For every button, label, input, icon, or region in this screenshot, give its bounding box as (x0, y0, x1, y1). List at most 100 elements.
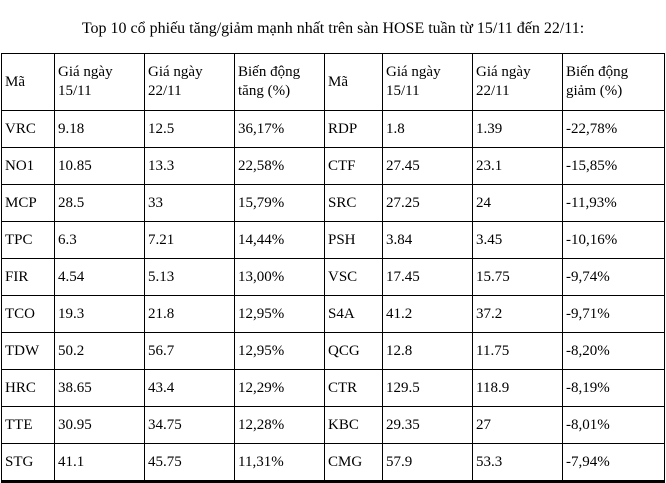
gainer-change-cell: 14,44% (234, 221, 325, 259)
loser-change-cell: -7,94% (562, 443, 665, 482)
loser-price15-cell: 27.25 (382, 184, 473, 222)
loser-price22-cell: 53.3 (472, 443, 563, 482)
loser-code-cell: RDP (324, 110, 383, 148)
loser-price22-cell: 27 (472, 406, 563, 444)
loser-change-cell: -9,74% (562, 258, 665, 296)
header-gainer-change: Biến động tăng (%) (234, 53, 325, 111)
loser-change-cell: -15,85% (562, 147, 665, 185)
header-line2: tăng (%) (238, 83, 291, 99)
loser-price22-cell: 37.2 (472, 295, 563, 333)
loser-change-cell: -8,19% (562, 369, 665, 407)
loser-code-cell: SRC (324, 184, 383, 222)
header-line2: 22/11 (476, 83, 510, 99)
gainer-price22-cell: 13.3 (144, 147, 235, 185)
gainer-price22-cell: 34.75 (144, 406, 235, 444)
loser-price15-cell: 29.35 (382, 406, 473, 444)
header-line1: Biến động (238, 64, 301, 80)
loser-price22-cell: 1.39 (472, 110, 563, 148)
header-gainer-price-2211: Giá ngày 22/11 (144, 53, 235, 111)
loser-price22-cell: 24 (472, 184, 563, 222)
loser-code-cell: CTF (324, 147, 383, 185)
loser-code-cell: S4A (324, 295, 383, 333)
gainer-code-cell: MCP (1, 184, 55, 222)
gainer-code-cell: VRC (1, 110, 55, 148)
gainer-price15-cell: 30.95 (54, 406, 145, 444)
header-gainer-code: Mã (1, 53, 55, 111)
gainer-price22-cell: 21.8 (144, 295, 235, 333)
header-loser-code-label: Mã (328, 73, 348, 90)
loser-change-cell: -11,93% (562, 184, 665, 222)
loser-change-cell: -8,01% (562, 406, 665, 444)
gainer-price15-cell: 4.54 (54, 258, 145, 296)
gainer-change-cell: 22,58% (234, 147, 325, 185)
loser-price22-cell: 11.75 (472, 332, 563, 370)
gainer-price15-cell: 50.2 (54, 332, 145, 370)
loser-code-cell: QCG (324, 332, 383, 370)
gainer-code-cell: TCO (1, 295, 55, 333)
gainer-change-cell: 12,95% (234, 332, 325, 370)
table-row: TDW 50.2 56.7 12,95% QCG 12.8 11.75 -8,2… (1, 332, 665, 370)
table-row: FIR 4.54 5.13 13,00% VSC 17.45 15.75 -9,… (1, 258, 665, 296)
table-row: TPC 6.3 7.21 14,44% PSH 3.84 3.45 -10,16… (1, 221, 665, 259)
loser-price15-cell: 3.84 (382, 221, 473, 259)
header-loser-price-2211: Giá ngày 22/11 (472, 53, 563, 111)
gainer-price15-cell: 6.3 (54, 221, 145, 259)
gainer-change-cell: 13,00% (234, 258, 325, 296)
gainer-change-cell: 12,28% (234, 406, 325, 444)
loser-price22-cell: 15.75 (472, 258, 563, 296)
gainer-code-cell: TDW (1, 332, 55, 370)
header-gainer-code-label: Mã (5, 73, 25, 90)
loser-price15-cell: 129.5 (382, 369, 473, 407)
gainer-code-cell: TTE (1, 406, 55, 444)
loser-price15-cell: 17.45 (382, 258, 473, 296)
gainer-price15-cell: 10.85 (54, 147, 145, 185)
table-row: STG 41.1 45.75 11,31% CMG 57.9 53.3 -7,9… (1, 443, 665, 482)
gainer-price22-cell: 56.7 (144, 332, 235, 370)
table-row: TCO 19.3 21.8 12,95% S4A 41.2 37.2 -9,71… (1, 295, 665, 333)
table-title: Top 10 cổ phiếu tăng/giảm mạnh nhất trên… (81, 20, 585, 37)
gainer-price15-cell: 38.65 (54, 369, 145, 407)
header-loser-code: Mã (324, 53, 383, 111)
header-line1: Giá ngày (148, 64, 203, 80)
header-gainer-price-1511: Giá ngày 15/11 (54, 53, 145, 111)
gainer-change-cell: 12,29% (234, 369, 325, 407)
gainer-code-cell: STG (1, 443, 55, 482)
header-line1: Giá ngày (58, 64, 113, 80)
loser-price15-cell: 1.8 (382, 110, 473, 148)
gainer-price22-cell: 5.13 (144, 258, 235, 296)
loser-code-cell: PSH (324, 221, 383, 259)
header-line1: Giá ngày (386, 64, 441, 80)
header-line2: giảm (%) (566, 83, 623, 99)
table-header: Mã Giá ngày 15/11 Giá ngày 22/11 Biến động… (1, 53, 665, 111)
loser-code-cell: VSC (324, 258, 383, 296)
loser-price15-cell: 41.2 (382, 295, 473, 333)
loser-code-cell: KBC (324, 406, 383, 444)
table-row: NO1 10.85 13.3 22,58% CTF 27.45 23.1 -15… (1, 147, 665, 185)
loser-price22-cell: 118.9 (472, 369, 563, 407)
loser-change-cell: -10,16% (562, 221, 665, 259)
table-row: VRC 9.18 12.5 36,17% RDP 1.8 1.39 -22,78… (1, 110, 665, 148)
gainer-code-cell: NO1 (1, 147, 55, 185)
gainer-price22-cell: 12.5 (144, 110, 235, 148)
gainer-price15-cell: 19.3 (54, 295, 145, 333)
table-row: MCP 28.5 33 15,79% SRC 27.25 24 -11,93% (1, 184, 665, 222)
header-line1: Giá ngày (476, 64, 531, 80)
header-line2: 15/11 (58, 83, 92, 99)
table-row: HRC 38.65 43.4 12,29% CTR 129.5 118.9 -8… (1, 369, 665, 407)
gainer-price22-cell: 45.75 (144, 443, 235, 482)
gainer-price22-cell: 33 (144, 184, 235, 222)
loser-code-cell: CMG (324, 443, 383, 482)
loser-change-cell: -9,71% (562, 295, 665, 333)
gainer-change-cell: 11,31% (234, 443, 325, 482)
header-loser-price-1511: Giá ngày 15/11 (382, 53, 473, 111)
loser-change-cell: -22,78% (562, 110, 665, 148)
loser-price15-cell: 27.45 (382, 147, 473, 185)
gainer-price22-cell: 43.4 (144, 369, 235, 407)
header-line2: 15/11 (386, 83, 420, 99)
gainer-change-cell: 15,79% (234, 184, 325, 222)
loser-price15-cell: 12.8 (382, 332, 473, 370)
gainer-code-cell: FIR (1, 258, 55, 296)
table-body: VRC 9.18 12.5 36,17% RDP 1.8 1.39 -22,78… (1, 110, 665, 482)
gainer-price15-cell: 9.18 (54, 110, 145, 148)
